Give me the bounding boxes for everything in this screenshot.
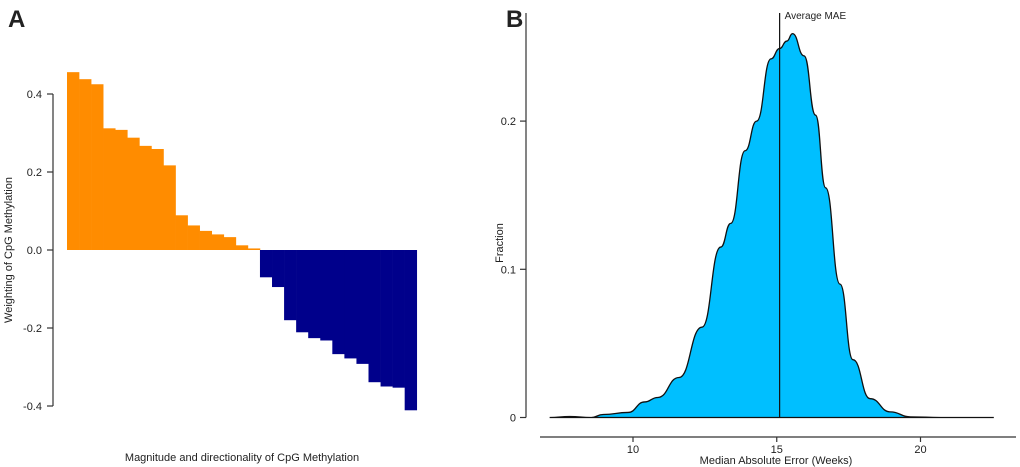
- bar: [199, 230, 213, 250]
- y-tick-label: -0.4: [23, 401, 42, 413]
- bar: [235, 245, 249, 250]
- y-tick-label: 0.4: [27, 89, 42, 101]
- bar: [368, 250, 381, 383]
- panel-label-a: A: [8, 6, 25, 33]
- bar: [272, 250, 285, 288]
- y-tick-label: 0.2: [501, 116, 516, 128]
- panel-b: B Average MAE 0 0.1 0.2 10 15 20 Median Absol…: [494, 6, 1016, 467]
- bar: [223, 237, 237, 250]
- bar: [247, 248, 261, 250]
- bars: [67, 72, 418, 411]
- bar: [79, 79, 92, 251]
- x-tick-label: 15: [771, 444, 783, 456]
- bar: [380, 250, 393, 387]
- bar: [404, 250, 418, 411]
- average-mae-label: Average MAE: [785, 11, 847, 22]
- bar: [296, 250, 309, 333]
- axes: 0 0.1 0.2 10 15 20: [501, 13, 1016, 456]
- panel-a: A -0.4 -0.2 0.0 0.2 0.4 Magnitude and direct…: [3, 6, 418, 464]
- x-axis-label: Median Absolute Error (Weeks): [700, 455, 853, 467]
- bar: [67, 72, 80, 250]
- panel-label-b: B: [506, 6, 523, 33]
- bar: [332, 250, 345, 355]
- bar: [175, 215, 188, 250]
- y-tick-label: 0.1: [501, 264, 516, 276]
- y-tick-label: 0.0: [27, 245, 42, 257]
- x-tick-label: 20: [914, 444, 926, 456]
- bar: [259, 250, 273, 278]
- bar: [187, 225, 200, 250]
- bar: [308, 250, 321, 339]
- bar: [139, 145, 152, 250]
- bar: [320, 250, 333, 341]
- y-axis-label: Fraction: [494, 223, 506, 263]
- y-axis-label: Weighting of CpG Methylation: [3, 177, 15, 323]
- bar: [151, 148, 164, 250]
- y-tick-label: 0.2: [27, 167, 42, 179]
- bar: [284, 250, 297, 321]
- bar: [344, 250, 357, 359]
- bar: [211, 234, 225, 250]
- x-tick-label: 10: [627, 444, 639, 456]
- bar: [127, 137, 140, 250]
- bar: [163, 165, 176, 250]
- bar: [103, 128, 116, 250]
- density-area: [549, 33, 994, 419]
- y-tick-label: -0.2: [23, 323, 42, 335]
- bar: [356, 250, 369, 364]
- bar: [115, 129, 128, 250]
- bar: [91, 84, 104, 250]
- bar: [392, 250, 405, 388]
- x-axis-label: Magnitude and directionality of CpG Meth…: [125, 452, 359, 464]
- y-axis: -0.4 -0.2 0.0 0.2 0.4: [23, 89, 54, 413]
- y-tick-label: 0: [510, 413, 516, 425]
